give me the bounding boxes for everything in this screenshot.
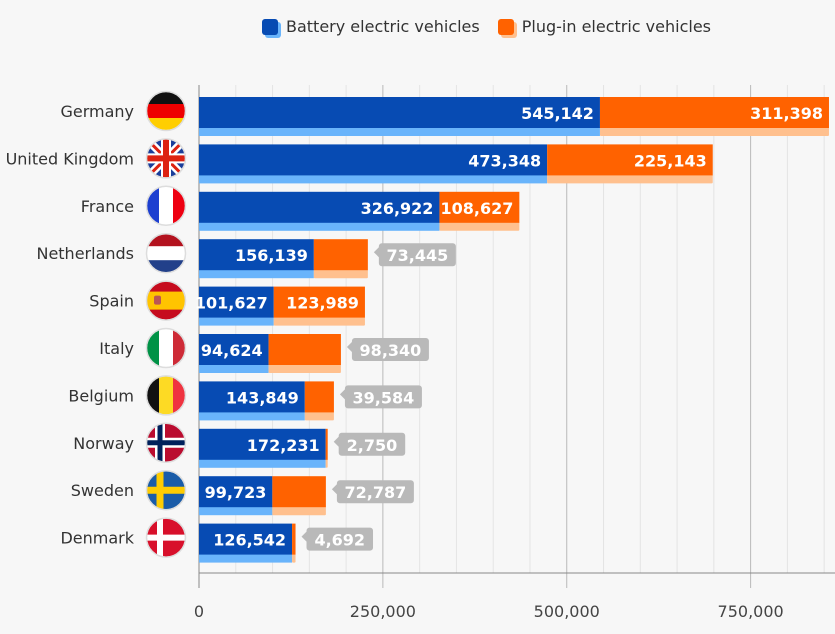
x-tick-label: 0 (194, 602, 204, 621)
phev-bar[interactable] (325, 428, 328, 460)
phev-bar-shadow (273, 316, 365, 326)
phev-bar-shadow (325, 458, 328, 468)
legend-item-bev[interactable]: Battery electric vehicles (262, 17, 480, 36)
italy-flag-icon (145, 327, 187, 369)
category-label: Belgium (68, 386, 134, 405)
bev-bar[interactable] (199, 239, 314, 271)
belgium-flag-icon (145, 375, 187, 416)
legend-item-phev[interactable]: Plug-in electric vehicles (497, 17, 711, 36)
category-label: Denmark (60, 529, 134, 548)
bev-bar-shadow (199, 553, 293, 563)
bev-value-label: 126,542 (213, 531, 286, 550)
category-label: Norway (73, 434, 134, 453)
phev-value-label: 225,143 (634, 151, 707, 170)
bev-bar[interactable] (199, 144, 548, 176)
phev-bar[interactable] (599, 97, 829, 128)
phev-bar[interactable] (272, 476, 326, 508)
bev-value-label: 101,627 (195, 294, 268, 313)
bev-value-label: 99,723 (205, 483, 267, 502)
bev-bar[interactable] (199, 428, 326, 460)
bev-bar-shadow (199, 127, 600, 136)
phev-value-label: 98,340 (360, 341, 422, 360)
phev-bar-shadow (304, 411, 334, 421)
phev-bar-shadow (599, 127, 829, 136)
bev-bar[interactable] (199, 523, 293, 555)
x-tick-label: 750,000 (718, 602, 784, 621)
spain-flag-icon (145, 280, 187, 321)
bev-bar[interactable] (199, 334, 269, 365)
bev-bar-shadow (199, 269, 314, 279)
phev-bar-shadow (547, 174, 713, 184)
phev-bar[interactable] (292, 523, 296, 555)
legend-label-bev: Battery electric vehicles (286, 17, 480, 36)
phev-value-label: 73,445 (386, 246, 448, 265)
phev-callout (346, 338, 429, 361)
bev-bar[interactable] (199, 381, 305, 413)
bev-value-label: 172,231 (247, 436, 320, 455)
phev-bar-shadow (272, 506, 326, 516)
phev-callout (301, 527, 374, 551)
category-label: Netherlands (36, 244, 134, 263)
phev-callout (373, 243, 456, 267)
bev-bar-shadow (199, 316, 274, 326)
phev-bar-shadow (439, 221, 520, 231)
bev-value-label: 156,139 (235, 246, 308, 265)
category-label: Spain (89, 292, 134, 311)
bev-swatch (262, 18, 278, 35)
bev-bar-shadow (199, 174, 548, 184)
norway-flag-icon (145, 422, 187, 464)
phev-bar[interactable] (268, 334, 341, 365)
phev-value-label: 123,989 (286, 294, 359, 313)
phev-bar[interactable] (273, 286, 365, 318)
x-tick-label: 250,000 (350, 602, 416, 621)
category-label: United Kingdom (6, 149, 134, 168)
phev-callout (333, 432, 406, 456)
phev-bar-shadow (313, 269, 368, 279)
bev-bar[interactable] (199, 476, 273, 508)
bev-value-label: 326,922 (361, 199, 434, 218)
phev-bar-shadow (268, 364, 341, 373)
phev-bar[interactable] (439, 191, 520, 223)
bev-bar-shadow (199, 221, 440, 231)
phev-value-label: 72,787 (345, 483, 407, 502)
france-flag-icon (145, 185, 187, 227)
bev-value-label: 143,849 (226, 388, 299, 407)
phev-value-label: 39,584 (353, 388, 415, 407)
legend: Battery electric vehicles Plug-in electr… (262, 17, 711, 36)
bev-bar-shadow (199, 364, 269, 373)
category-label: Sweden (71, 481, 134, 500)
germany-flag-icon (145, 90, 187, 132)
bev-value-label: 473,348 (468, 151, 541, 170)
phev-bar[interactable] (304, 381, 334, 413)
phev-value-label: 2,750 (347, 436, 398, 455)
category-label: France (81, 197, 134, 216)
phev-bar-shadow (292, 553, 296, 563)
uk-flag-icon (145, 138, 187, 179)
bev-value-label: 94,624 (201, 341, 263, 360)
denmark-flag-icon (145, 517, 187, 558)
phev-bar[interactable] (313, 239, 368, 271)
phev-bar[interactable] (547, 144, 713, 176)
sweden-flag-icon (145, 469, 187, 511)
phev-value-label: 311,398 (750, 104, 823, 123)
bev-value-label: 545,142 (521, 104, 594, 123)
phev-callout (331, 480, 414, 504)
bev-bar[interactable] (199, 97, 600, 128)
x-tick-label: 500,000 (534, 602, 600, 621)
category-label: Germany (60, 102, 134, 121)
legend-label-phev: Plug-in electric vehicles (521, 17, 711, 36)
phev-value-label: 108,627 (440, 199, 513, 218)
bev-bar-shadow (199, 458, 326, 468)
bev-bar-shadow (199, 411, 305, 421)
category-label: Italy (99, 339, 134, 358)
bev-bar[interactable] (199, 191, 440, 223)
phev-value-label: 4,692 (314, 531, 365, 550)
bev-bar[interactable] (199, 286, 274, 318)
netherlands-flag-icon (145, 232, 187, 274)
phev-callout (339, 385, 422, 409)
phev-swatch (497, 18, 514, 35)
bev-bar-shadow (199, 506, 273, 516)
